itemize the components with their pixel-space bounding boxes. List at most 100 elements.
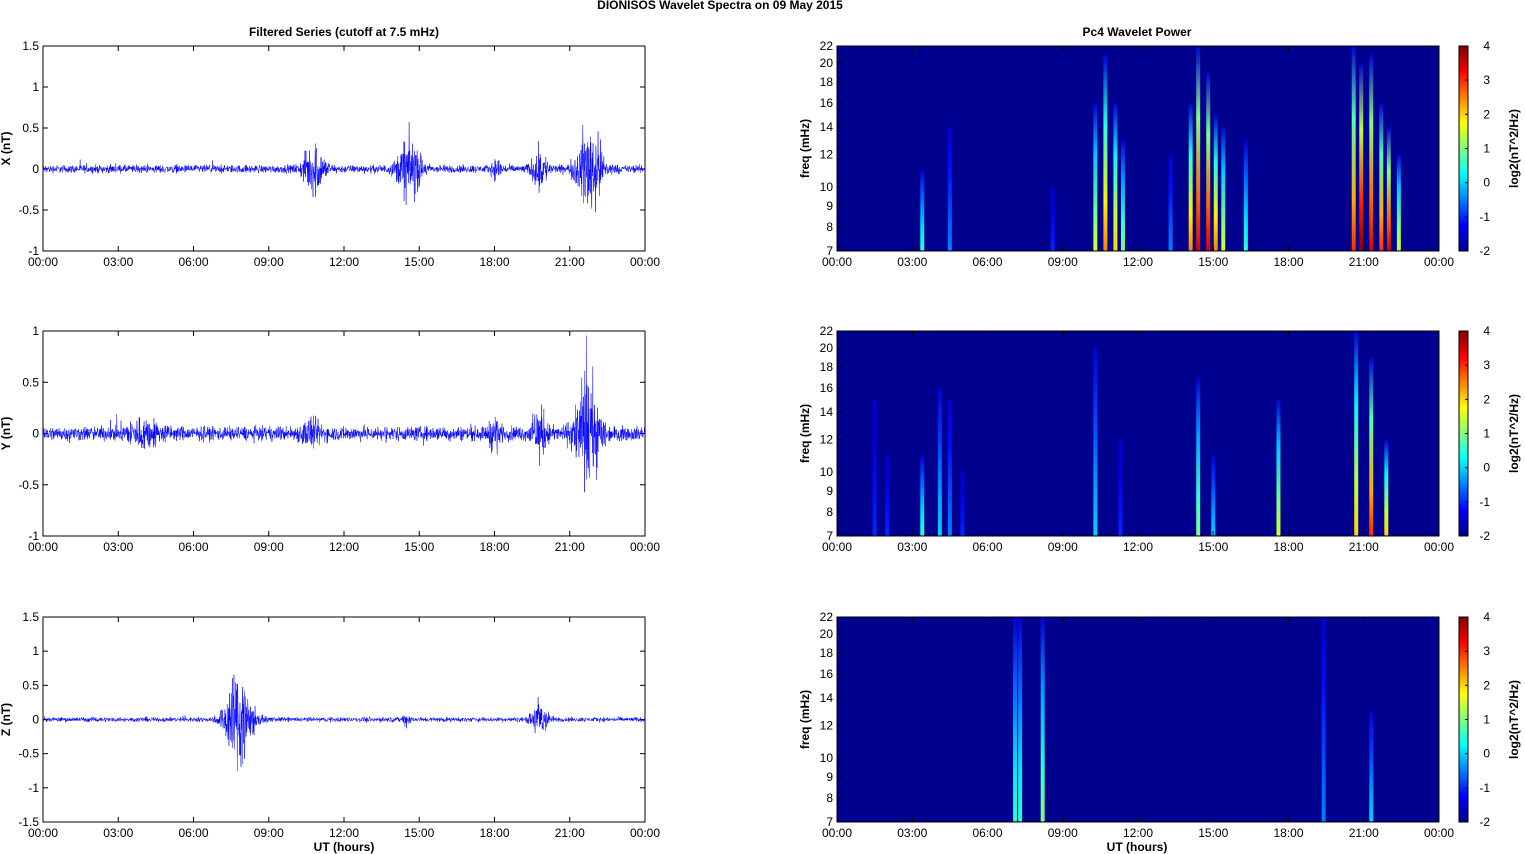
colorbar-tick-label: 2 — [1483, 392, 1490, 406]
y-tick-label: 22 — [820, 610, 834, 624]
streaks-group — [872, 331, 1389, 536]
power-streak — [1321, 617, 1326, 822]
power-streak — [1359, 63, 1364, 251]
y-tick-label: 1.5 — [22, 610, 39, 624]
y-tick-label: 12 — [820, 148, 834, 162]
y-tick-label: 18 — [820, 75, 834, 89]
colorbar-tick-label: -1 — [1479, 495, 1490, 509]
y-tick-label: 12 — [820, 433, 834, 447]
figure-title: DIONISOS Wavelet Spectra on 09 May 2015 — [597, 0, 843, 12]
x-tick-label: 06:00 — [972, 540, 1002, 554]
colorbar-tick-label: 4 — [1483, 324, 1490, 338]
x-tick-label: 21:00 — [555, 826, 585, 840]
right-column-title: Pc4 Wavelet Power — [1083, 25, 1192, 39]
y-axis-label: Y (nT) — [0, 417, 13, 451]
y-tick-label: -0.5 — [18, 747, 39, 761]
power-streak — [1351, 46, 1356, 251]
y-tick-label: 8 — [826, 505, 833, 519]
x-tick-label: 21:00 — [1349, 540, 1379, 554]
x-tick-label: 15:00 — [404, 826, 434, 840]
x-tick-label: 09:00 — [1048, 540, 1078, 554]
colorbar-tick-label: -2 — [1479, 815, 1490, 829]
colorbar-tick-label: 1 — [1483, 713, 1490, 727]
x-tick-label: 12:00 — [329, 255, 359, 269]
power-streak — [1168, 154, 1173, 251]
colorbar-tick-label: -2 — [1479, 529, 1490, 543]
x-tick-label: 12:00 — [329, 540, 359, 554]
power-streak — [1369, 711, 1374, 822]
x-tick-label: 12:00 — [329, 826, 359, 840]
power-streak — [947, 399, 952, 536]
y-tick-label: 20 — [820, 56, 834, 70]
power-streak — [1103, 54, 1108, 251]
y-tick-label: 7 — [826, 815, 833, 829]
power-streak — [1196, 46, 1201, 251]
x-tick-label: 09:00 — [254, 540, 284, 554]
spectrogram-background — [837, 331, 1439, 536]
x-tick-label: 15:00 — [1198, 540, 1228, 554]
line-panel-3: 1.510.50-0.5-1-1.500:00 03:00 06:00 09:00 12… — [0, 610, 660, 840]
y-tick-label: 14 — [820, 405, 834, 419]
power-streak — [1396, 154, 1401, 251]
y-tick-label: 9 — [826, 770, 833, 784]
colorbar: 4 3 2 1 0 -1 -2 log2(nT^2/Hz) — [1458, 610, 1521, 829]
colorbar: 4 3 2 1 0 -1 -2 log2(nT^2/Hz) — [1458, 39, 1521, 258]
y-tick-label: -0.5 — [18, 478, 39, 492]
power-streak — [1196, 377, 1201, 536]
x-tick-label: 03:00 — [897, 826, 927, 840]
power-streak — [872, 399, 877, 536]
x-tick-label: 15:00 — [404, 540, 434, 554]
colorbar-label: log2(nT^2/Hz) — [1507, 394, 1521, 473]
x-tick-label: 00:00 — [822, 826, 852, 840]
x-tick-label: 00:00 — [1424, 255, 1454, 269]
colorbar-tick-label: 1 — [1483, 142, 1490, 156]
x-tick-label: 21:00 — [1349, 826, 1379, 840]
x-tick-label: 00:00 — [1424, 826, 1454, 840]
y-tick-label: 22 — [820, 324, 834, 338]
y-tick-label: -1 — [28, 781, 39, 795]
colorbar-tick-label: 1 — [1483, 427, 1490, 441]
x-tick-label: 00:00 — [822, 540, 852, 554]
series-line — [42, 122, 646, 213]
x-tick-label: 12:00 — [1123, 255, 1153, 269]
power-streak — [920, 455, 925, 536]
power-streak — [947, 126, 952, 251]
colorbar-tick-label: 3 — [1483, 644, 1490, 658]
power-streak — [960, 472, 965, 536]
y-tick-label: 16 — [820, 96, 834, 110]
power-streak — [1120, 140, 1125, 251]
x-tick-label: 09:00 — [254, 255, 284, 269]
colorbar-tick-label: 2 — [1483, 107, 1490, 121]
x-tick-label: 03:00 — [103, 540, 133, 554]
colorbar-tick-label: -1 — [1479, 781, 1490, 795]
y-tick-label: -1 — [28, 244, 39, 258]
x-tick-label: 06:00 — [178, 255, 208, 269]
power-streak — [1354, 331, 1359, 536]
y-tick-label: 8 — [826, 220, 833, 234]
y-tick-label: 9 — [826, 484, 833, 498]
y-axis-label: freq (mHz) — [798, 119, 812, 178]
power-streak — [1113, 103, 1118, 251]
y-axis-label: Z (nT) — [0, 703, 13, 736]
y-tick-label: 1 — [32, 80, 39, 94]
plot-frame — [42, 45, 646, 252]
y-tick-label: 16 — [820, 381, 834, 395]
power-streak — [1050, 187, 1055, 251]
y-tick-label: 0 — [32, 427, 39, 441]
x-tick-label: 15:00 — [1198, 826, 1228, 840]
power-streak — [1379, 103, 1384, 251]
colorbar-tick-label: 3 — [1483, 358, 1490, 372]
power-streak — [1013, 617, 1018, 822]
power-streak — [1369, 357, 1374, 536]
y-tick-label: 18 — [820, 360, 834, 374]
streaks-group — [920, 46, 1401, 251]
x-tick-label: 03:00 — [103, 255, 133, 269]
colorbar-tick-label: 4 — [1483, 610, 1490, 624]
y-tick-label: 8 — [826, 791, 833, 805]
x-tick-label: 15:00 — [404, 255, 434, 269]
x-tick-label: 18:00 — [1273, 826, 1303, 840]
colorbar-tick-label: 0 — [1483, 747, 1490, 761]
y-tick-label: 1 — [32, 324, 39, 338]
power-streak — [1188, 103, 1193, 251]
